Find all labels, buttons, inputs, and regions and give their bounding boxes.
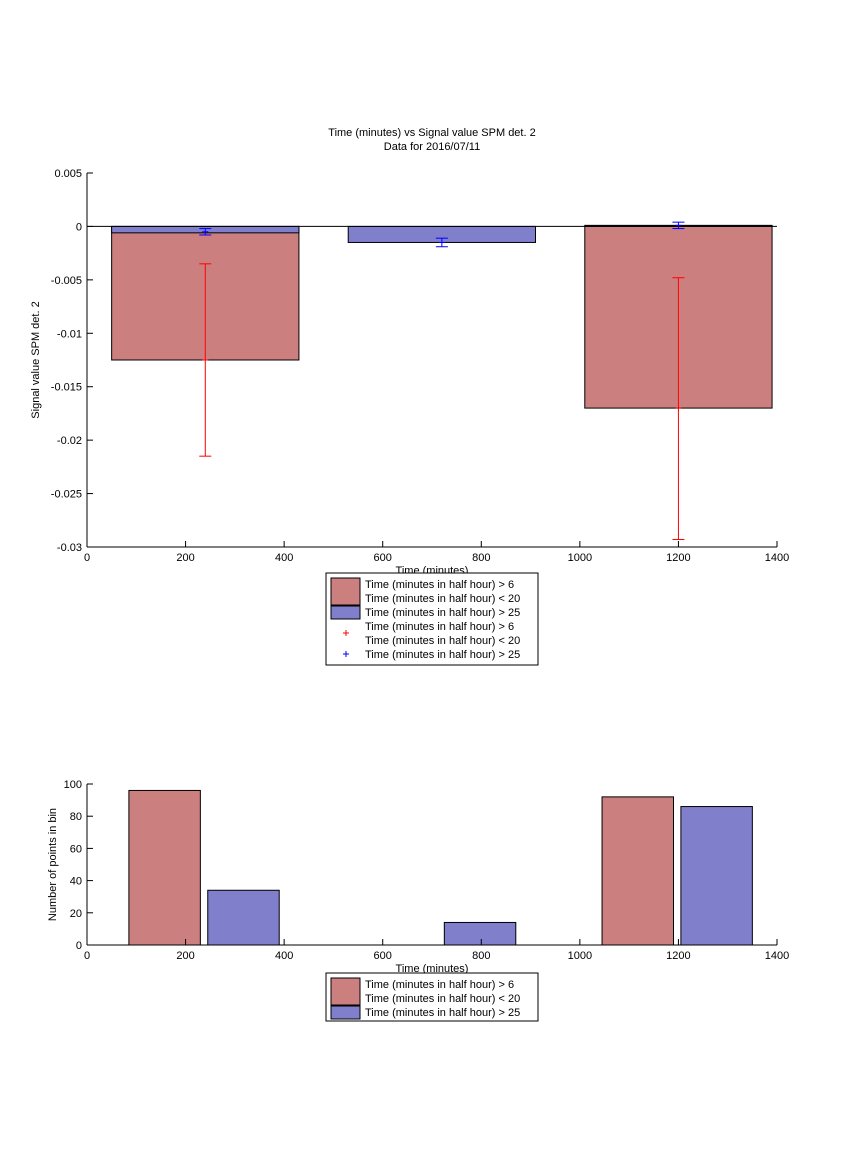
chart-1-legend-entry-2: Time (minutes in half hour) > 25 <box>330 605 520 620</box>
chart-2-x-tick-label-0: 0 <box>84 950 90 962</box>
chart-2-y-tick-label-5: 0 <box>76 940 82 952</box>
chart-2-x-tick-label-2: 400 <box>275 950 293 962</box>
chart-1-y-tick-label-1: 0 <box>76 221 82 233</box>
chart-1-legend-label-4-1: Time (minutes in half hour) > 25 <box>365 649 520 661</box>
chart-1-x-tick-label-0: 0 <box>84 552 90 564</box>
chart-1-legend-marker-4 <box>343 651 349 657</box>
chart-2-y-tick-label-4: 20 <box>70 908 82 920</box>
chart-2-bar-s2-1 <box>207 889 280 946</box>
chart-1-legend-swatch-1 <box>330 577 361 606</box>
chart-1-legend-entry-4: Time (minutes in half hour) > 25 <box>343 649 520 661</box>
chart-1-legend-marker-3 <box>343 630 349 636</box>
chart-1-legend-label-2-1: Time (minutes in half hour) > 25 <box>365 607 520 619</box>
chart-1-legend-entry-1: Time (minutes in half hour) > 6 Time (min… <box>330 577 520 606</box>
chart-1-x-tick-label-2: 400 <box>275 552 293 564</box>
chart-1-subtitle: Data for 2016/07/11 <box>384 141 480 153</box>
chart-1-y-axis-label: Signal value SPM det. 2 <box>30 301 42 418</box>
chart-2-legend-swatch-2 <box>330 1005 361 1020</box>
chart-1-y-tick-label-5: -0.02 <box>57 435 82 447</box>
chart-1-y-tick-label-4: -0.015 <box>51 382 82 394</box>
chart-2-plot: 0 200 400 600 800 1000 1200 1400100806040200Tim… <box>47 779 789 1022</box>
chart-1-legend-swatch-2 <box>330 605 361 620</box>
chart-2-y-tick-label-0: 100 <box>64 779 82 791</box>
chart-1-errorbar-s2-1 <box>199 228 212 236</box>
chart-1-y-tick-label-0: 0.005 <box>54 168 82 180</box>
chart-1-legend-label-1-2: Time (minutes in half hour) < 20 <box>365 593 520 605</box>
chart-2-y-axis-label: Number of points in bin <box>47 808 59 921</box>
chart-1-legend-label-1-1: Time (minutes in half hour) > 6 <box>365 579 514 591</box>
chart-2-bar-s1-2 <box>601 796 674 946</box>
chart-1-x-tick-label-1: 200 <box>176 552 194 564</box>
chart-2-legend-label-2-1: Time (minutes in half hour) > 25 <box>365 1007 520 1019</box>
chart-1-legend-box <box>325 572 539 666</box>
chart-2-legend-entry-2: Time (minutes in half hour) > 25 <box>330 1005 520 1020</box>
chart-1-errorbar-s1-2 <box>672 277 685 541</box>
chart-2-y-tick-label-2: 60 <box>70 843 82 855</box>
chart-1-title: Time (minutes) vs Signal value SPM det. … <box>328 127 535 139</box>
chart-2-x-axis-label: Time (minutes) <box>396 963 469 975</box>
chart-1-y-tick-label-7: -0.03 <box>57 542 82 554</box>
chart-2-x-tick-label-5: 1000 <box>568 950 592 962</box>
chart-2-legend-label-1-2: Time (minutes in half hour) < 20 <box>365 993 520 1005</box>
chart-2-y-tick-label-3: 40 <box>70 876 82 888</box>
chart-1-errorbar-s1-1 <box>199 263 212 457</box>
chart-2-legend-swatch-1 <box>330 977 361 1006</box>
chart-2-legend-entry-1: Time (minutes in half hour) > 6 Time (min… <box>330 977 520 1006</box>
chart-1-legend-label-3-2: Time (minutes in half hour) < 20 <box>365 635 520 647</box>
chart-1-x-tick-label-7: 1400 <box>765 552 789 564</box>
chart-1-y-tick-label-3: -0.01 <box>57 328 82 340</box>
chart-1-errorbar-s2-2 <box>435 237 448 248</box>
chart-1-legend-entry-3: Time (minutes in half hour) > 6 Time (min… <box>343 621 520 647</box>
chart-2-bar-s2-3 <box>680 806 753 946</box>
chart-1-x-tick-label-3: 600 <box>374 552 392 564</box>
chart-2-y-tick-label-1: 80 <box>70 811 82 823</box>
chart-2-legend-box <box>325 972 539 1022</box>
chart-1-y-tick-label-2: -0.005 <box>51 275 82 287</box>
chart-2-bar-s1-1 <box>128 789 201 946</box>
chart-2-x-tick-label-3: 600 <box>374 950 392 962</box>
chart-1-y-tick-label-6: -0.025 <box>51 489 82 501</box>
chart-2-legend-label-1-1: Time (minutes in half hour) > 6 <box>365 979 514 991</box>
chart-1-errorbar-s2-3 <box>672 221 685 230</box>
chart-1-legend: Time (minutes in half hour) > 6 Time (min… <box>325 572 539 666</box>
chart-1-x-tick-label-4: 800 <box>472 552 490 564</box>
chart-1-plot: Time (minutes) vs Signal value SPM det. … <box>30 127 789 666</box>
chart-1-x-tick-label-6: 1200 <box>666 552 690 564</box>
chart-2-x-tick-label-4: 800 <box>472 950 490 962</box>
chart-1-legend-label-3-1: Time (minutes in half hour) > 6 <box>365 621 514 633</box>
chart-2-bar-s2-2 <box>443 921 517 946</box>
chart-1-x-tick-label-5: 1000 <box>568 552 592 564</box>
chart-2-x-tick-label-6: 1200 <box>666 950 690 962</box>
chart-2-x-tick-label-7: 1400 <box>765 950 789 962</box>
chart-2-legend: Time (minutes in half hour) > 6 Time (min… <box>325 972 539 1022</box>
chart-2-x-tick-label-1: 200 <box>176 950 194 962</box>
